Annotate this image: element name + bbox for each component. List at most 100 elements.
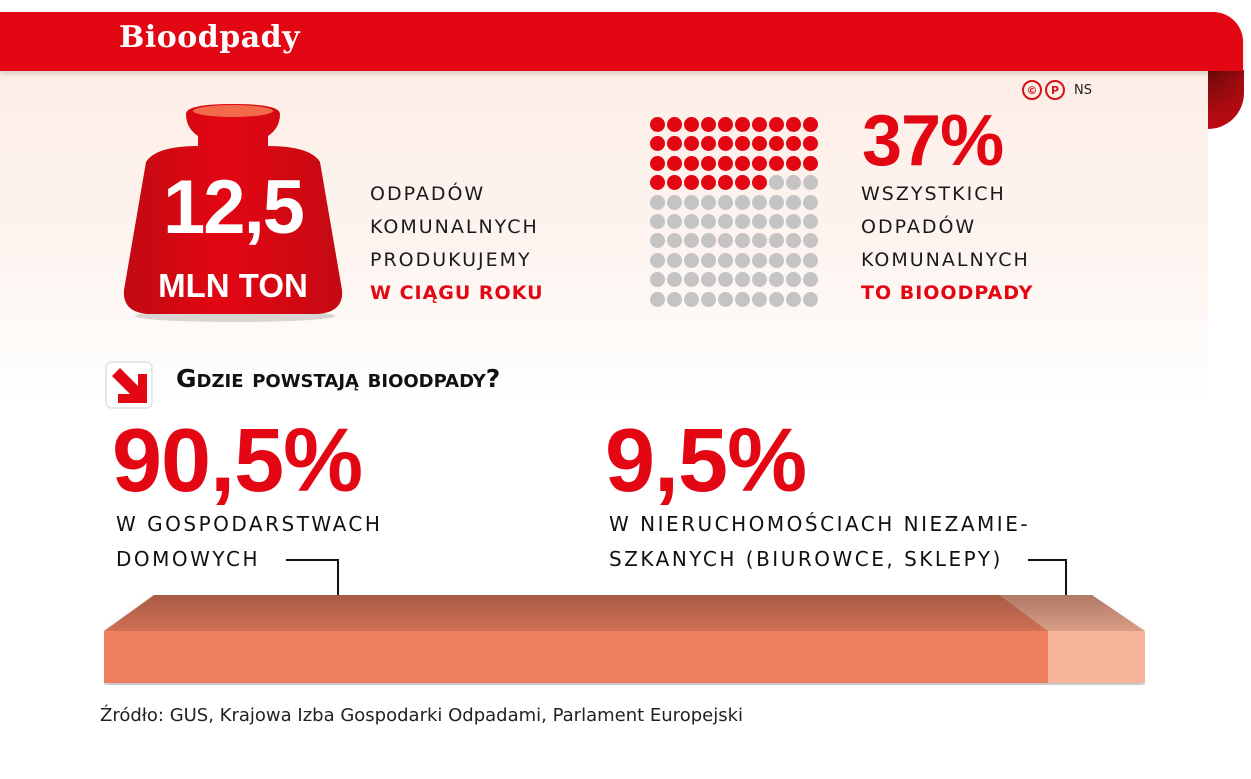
waffle-dot-highlighted <box>684 136 699 152</box>
waffle-dot-highlighted <box>752 117 767 132</box>
waffle-dot-highlighted <box>650 155 665 171</box>
waffle-dot-highlighted <box>803 136 818 152</box>
waffle-dot <box>684 233 699 249</box>
waffle-dot <box>684 213 699 229</box>
waffle-dot-highlighted <box>718 155 733 171</box>
waffle-dot <box>752 272 767 288</box>
waffle-dot <box>718 272 733 288</box>
non-residential-percentage: 9,5% <box>605 411 807 511</box>
banner-curl <box>1208 70 1244 129</box>
waffle-dot <box>769 291 784 307</box>
waffle-dot-highlighted <box>701 175 716 191</box>
weight-desc-line: PRODUKUJEMY <box>370 249 532 271</box>
waffle-dot <box>684 272 699 288</box>
waffle-dot <box>701 252 716 268</box>
copyright-icon: © <box>1022 80 1042 100</box>
waffle-dot <box>684 194 699 210</box>
waffle-dot <box>650 252 665 268</box>
waffle-dot-grid <box>650 117 820 310</box>
waffle-dot-highlighted <box>786 155 801 171</box>
waffle-dot <box>667 272 682 288</box>
waffle-dot <box>650 213 665 229</box>
weight-description: ODPADÓW KOMUNALNYCH PRODUKUJEMY W CIĄGU … <box>370 178 544 310</box>
waffle-dot <box>769 252 784 268</box>
waffle-dot <box>735 291 750 307</box>
waffle-dot <box>752 233 767 249</box>
waffle-dot <box>769 194 784 210</box>
share-desc-line: ODPADÓW <box>861 216 977 238</box>
share-description: WSZYSTKICH ODPADÓW KOMUNALNYCH TO BIOODP… <box>861 178 1033 310</box>
waffle-dot <box>735 213 750 229</box>
waffle-dot <box>650 233 665 249</box>
weight-desc-line: ODPADÓW <box>370 183 486 205</box>
waffle-dot-highlighted <box>650 117 665 132</box>
waffle-dot-highlighted <box>701 155 716 171</box>
weight-icon <box>123 104 343 322</box>
household-label: W GOSPODARSTWACH DOMOWYCH <box>116 507 382 577</box>
waffle-dot-highlighted <box>684 155 699 171</box>
share-desc-line: KOMUNALNYCH <box>861 249 1030 271</box>
waffle-dot-highlighted <box>718 136 733 152</box>
phonogram-icon: P <box>1045 80 1065 100</box>
waffle-dot <box>803 272 818 288</box>
waffle-dot <box>701 213 716 229</box>
waffle-dot-highlighted <box>752 136 767 152</box>
waffle-dot-highlighted <box>735 136 750 152</box>
share-desc-highlight: TO BIOODPADY <box>861 282 1034 304</box>
waffle-dot <box>752 213 767 229</box>
waffle-dot-highlighted <box>667 136 682 152</box>
waffle-dot-highlighted <box>786 136 801 152</box>
waffle-dot-highlighted <box>701 136 716 152</box>
waffle-dot <box>769 272 784 288</box>
waffle-dot-highlighted <box>735 117 750 132</box>
non-residential-label-line: SZKANYCH (BIUROWCE, SKLEPY) <box>609 547 1003 571</box>
weight-unit: MLN TON <box>158 267 308 304</box>
waffle-dot <box>718 233 733 249</box>
waffle-dot-highlighted <box>667 155 682 171</box>
waffle-dot <box>701 233 716 249</box>
waffle-dot <box>667 213 682 229</box>
waffle-dot <box>667 233 682 249</box>
waffle-dot <box>803 213 818 229</box>
waffle-dot <box>803 194 818 210</box>
waffle-dot <box>769 213 784 229</box>
waffle-dot <box>667 194 682 210</box>
weight-graphic: 12,5 MLN TON <box>118 102 348 324</box>
waffle-dot <box>701 291 716 307</box>
waffle-dot <box>701 194 716 210</box>
waffle-dot-highlighted <box>718 175 733 191</box>
waffle-dot-highlighted <box>752 175 767 191</box>
waffle-dot-highlighted <box>786 117 801 132</box>
copyright-label: NS <box>1074 82 1092 98</box>
household-label-line: W GOSPODARSTWACH <box>116 512 383 536</box>
waffle-dot <box>718 213 733 229</box>
waffle-dot <box>684 252 699 268</box>
source-note: Źródło: GUS, Krajowa Izba Gospodarki Odp… <box>100 705 744 726</box>
non-residential-label: W NIERUCHOMOŚCIACH NIEZAMIE- SZKANYCH (B… <box>609 507 1030 577</box>
household-leader-line <box>337 559 339 611</box>
household-bar-segment <box>104 631 1048 683</box>
waffle-dot <box>684 291 699 307</box>
waffle-dot <box>786 252 801 268</box>
household-bar-top <box>104 595 1048 631</box>
waffle-dot-highlighted <box>650 136 665 152</box>
waffle-dot-highlighted <box>667 175 682 191</box>
waffle-dot <box>650 272 665 288</box>
waffle-dot <box>769 233 784 249</box>
waffle-dot-highlighted <box>667 117 682 132</box>
waffle-dot-highlighted <box>752 155 767 171</box>
non-residential-bar-top <box>1000 595 1145 631</box>
page-title: Bioodpady <box>119 20 301 55</box>
share-value: 37% <box>862 101 1004 181</box>
waffle-dot <box>650 194 665 210</box>
waffle-dot-highlighted <box>769 136 784 152</box>
waffle-dot <box>786 213 801 229</box>
section-title: Gdzie powstają bioodpady? <box>176 364 501 393</box>
waffle-dot <box>769 175 784 191</box>
non-residential-leader-line <box>1028 559 1066 561</box>
waffle-dot <box>735 194 750 210</box>
non-residential-leader-line <box>1065 559 1067 611</box>
stacked-bar-chart <box>104 595 1145 685</box>
waffle-dot <box>803 291 818 307</box>
waffle-dot <box>735 272 750 288</box>
